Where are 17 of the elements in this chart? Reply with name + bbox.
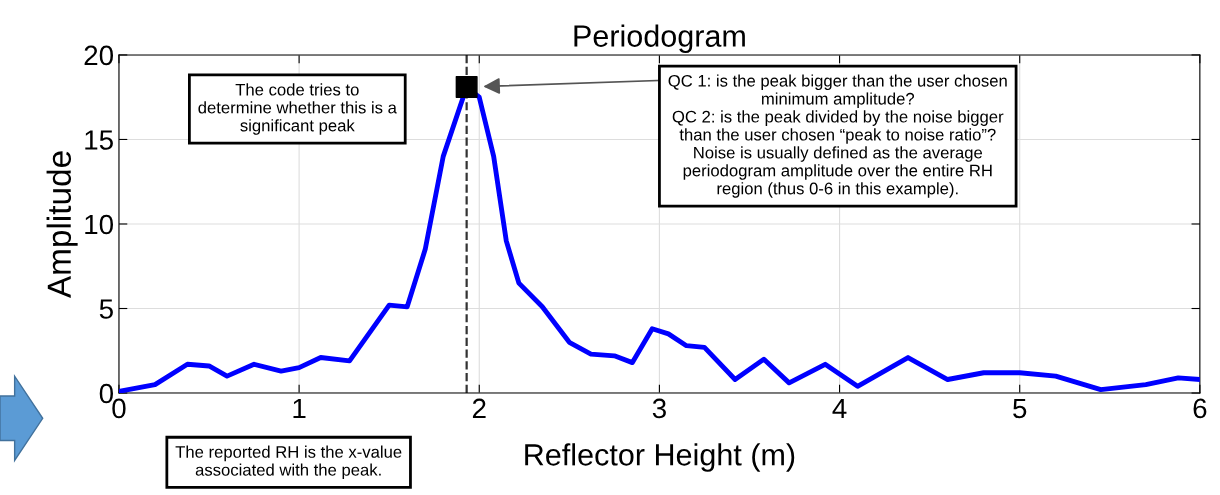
x-tick-label: 6: [1193, 398, 1207, 419]
y-tick-label: 20: [84, 45, 114, 66]
text: The reported RH is the x-value associated with the peak.: [175, 445, 402, 480]
x-tick-label: 5: [1013, 398, 1027, 419]
x-tick-label: 2: [472, 398, 486, 419]
y-tick-label: 0: [99, 383, 113, 404]
x-axis-title: Reflector Height (m): [525, 443, 795, 472]
x-tick-label: 3: [652, 398, 666, 419]
x-tick-label: 4: [832, 398, 847, 419]
y-tick-label: 5: [99, 299, 113, 319]
annotation: The code tries to determine whether this is a significant peak: [198, 83, 397, 135]
y-tick-label: 10: [85, 214, 114, 235]
annotation: QC 1: is the peak bigger than the user chosen minimum amplitude? QC 2: is the peak divided by the noise bigger than the user chosen “peak to noise ratio”? Noise is usually defined as the average periodogram amplitude over the entire RH region (thus 0-6 in this example).: [668, 74, 1007, 198]
y-axis-title: Amplitude: [46, 151, 78, 299]
y-tick-label: 15: [85, 130, 113, 150]
x-tick-label: 1: [293, 398, 306, 419]
chart-title: Periodogram: [574, 24, 745, 53]
